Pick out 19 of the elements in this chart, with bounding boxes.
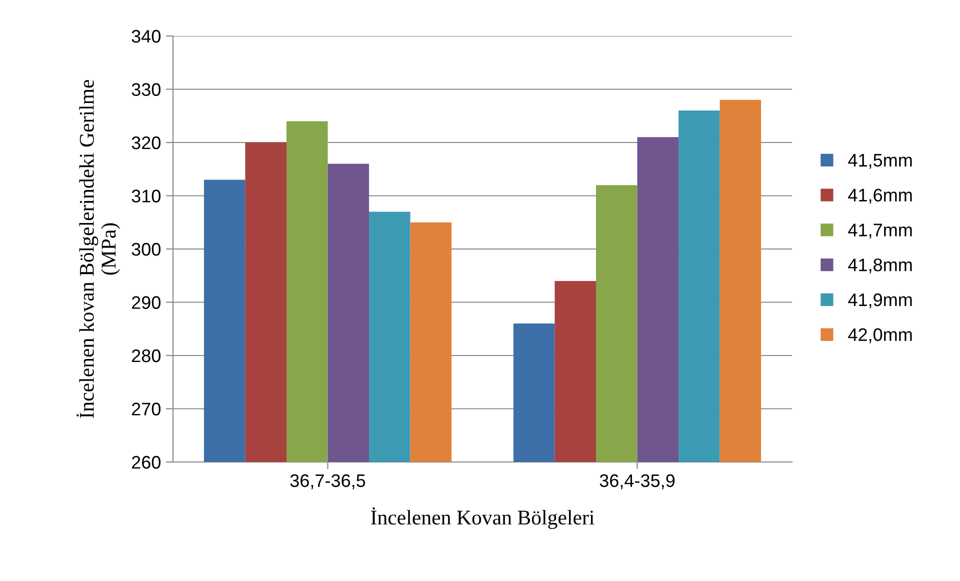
legend-label: 41,9mm [848,293,912,308]
legend-label: 41,7mm [848,224,912,239]
legend-label: 41,6mm [848,188,912,204]
y-axis-title: İncelenen kovan Bölgelerindeki Gerilme (MPa) [76,80,120,418]
legend-label: 42,0mm [848,328,912,344]
y-tick-label: 280 [132,349,160,362]
x-tick-label: 36,4-35,9 [600,474,675,490]
y-tick-label: 300 [132,242,160,256]
legend-label: 41,5mm [848,154,912,169]
y-tick-label: 330 [132,83,160,96]
y-tick-label: 320 [132,136,160,150]
y-tick-label: 310 [132,190,160,202]
x-axis-title: İncelenen Kovan Bölgeleri [371,507,594,529]
y-tick-label: 340 [132,30,160,43]
legend-label: 41,8mm [848,258,912,274]
y-tick-label: 290 [132,296,160,309]
y-tick-label: 270 [132,402,160,416]
y-tick-label: 260 [132,456,160,469]
x-tick-label: 36,7-36,5 [290,474,366,490]
